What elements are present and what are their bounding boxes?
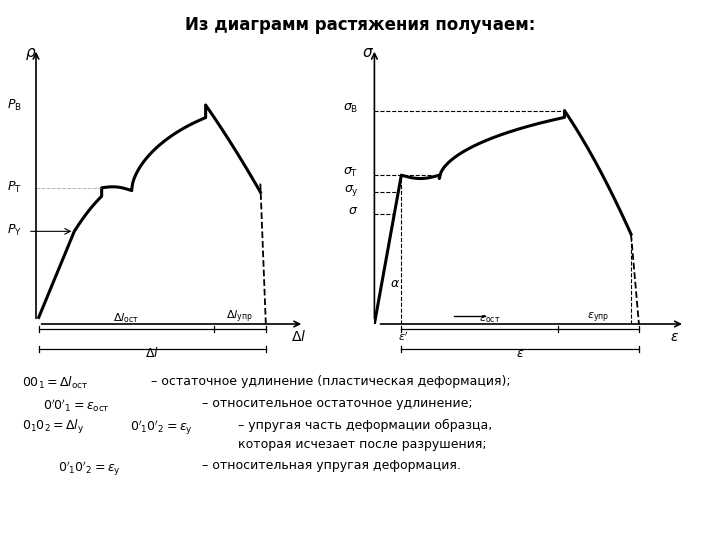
Text: $0'0'_1 = \varepsilon_{\rm ост}$: $0'0'_1 = \varepsilon_{\rm ост}$ xyxy=(43,397,110,414)
Text: $\Delta l_{\rm ост}$: $\Delta l_{\rm ост}$ xyxy=(113,311,139,325)
Text: $\sigma_{\rm B}$: $\sigma_{\rm B}$ xyxy=(343,102,359,114)
Text: $00_1 = \Delta l_{\rm ост}$: $00_1 = \Delta l_{\rm ост}$ xyxy=(22,375,88,391)
Text: Из диаграмм растяжения получаем:: Из диаграмм растяжения получаем: xyxy=(185,16,535,34)
Text: $0'_1 0'_2 = \varepsilon_{\rm y}$: $0'_1 0'_2 = \varepsilon_{\rm y}$ xyxy=(58,459,120,477)
Text: $\sigma$: $\sigma$ xyxy=(348,205,359,218)
Text: $\alpha$: $\alpha$ xyxy=(390,278,400,291)
Text: $\varepsilon_{\rm упр}$: $\varepsilon_{\rm упр}$ xyxy=(588,310,610,325)
Text: – относительная упругая деформация.: – относительная упругая деформация. xyxy=(202,459,461,472)
Text: $P_{\rm Y}$: $P_{\rm Y}$ xyxy=(7,223,22,238)
Text: $\Delta l$: $\Delta l$ xyxy=(145,346,159,360)
Text: которая исчезает после разрушения;: которая исчезает после разрушения; xyxy=(238,438,486,451)
Text: $\Delta l_{\rm упр}$: $\Delta l_{\rm упр}$ xyxy=(226,309,253,325)
Text: $\varepsilon_{\rm ост}$: $\varepsilon_{\rm ост}$ xyxy=(479,313,500,325)
Text: $\sigma_{\rm T}$: $\sigma_{\rm T}$ xyxy=(343,166,359,179)
Text: – упругая часть деформации образца,: – упругая часть деформации образца, xyxy=(238,418,492,431)
Text: $\sigma$: $\sigma$ xyxy=(362,45,374,60)
Text: $0_1 0_2 = \Delta l_{\rm y}$: $0_1 0_2 = \Delta l_{\rm y}$ xyxy=(22,418,84,436)
Text: – относительное остаточное удлинение;: – относительное остаточное удлинение; xyxy=(202,397,472,410)
Text: $\varepsilon$: $\varepsilon$ xyxy=(516,347,524,360)
Text: $\Delta l$: $\Delta l$ xyxy=(291,329,306,344)
Text: $\varepsilon$: $\varepsilon$ xyxy=(670,330,678,344)
Text: – остаточное удлинение (пластическая деформация);: – остаточное удлинение (пластическая деф… xyxy=(151,375,510,388)
Text: $0'_1 0'_2 = \varepsilon_{\rm y}$: $0'_1 0'_2 = \varepsilon_{\rm y}$ xyxy=(130,418,192,437)
Text: $\sigma_{\rm y}$: $\sigma_{\rm y}$ xyxy=(343,183,359,198)
Text: $P_{\rm B}$: $P_{\rm B}$ xyxy=(7,98,22,113)
Text: $P_{\rm T}$: $P_{\rm T}$ xyxy=(7,180,22,195)
Text: $\varepsilon'$: $\varepsilon'$ xyxy=(397,330,408,343)
Text: $\rho$: $\rho$ xyxy=(24,46,36,62)
